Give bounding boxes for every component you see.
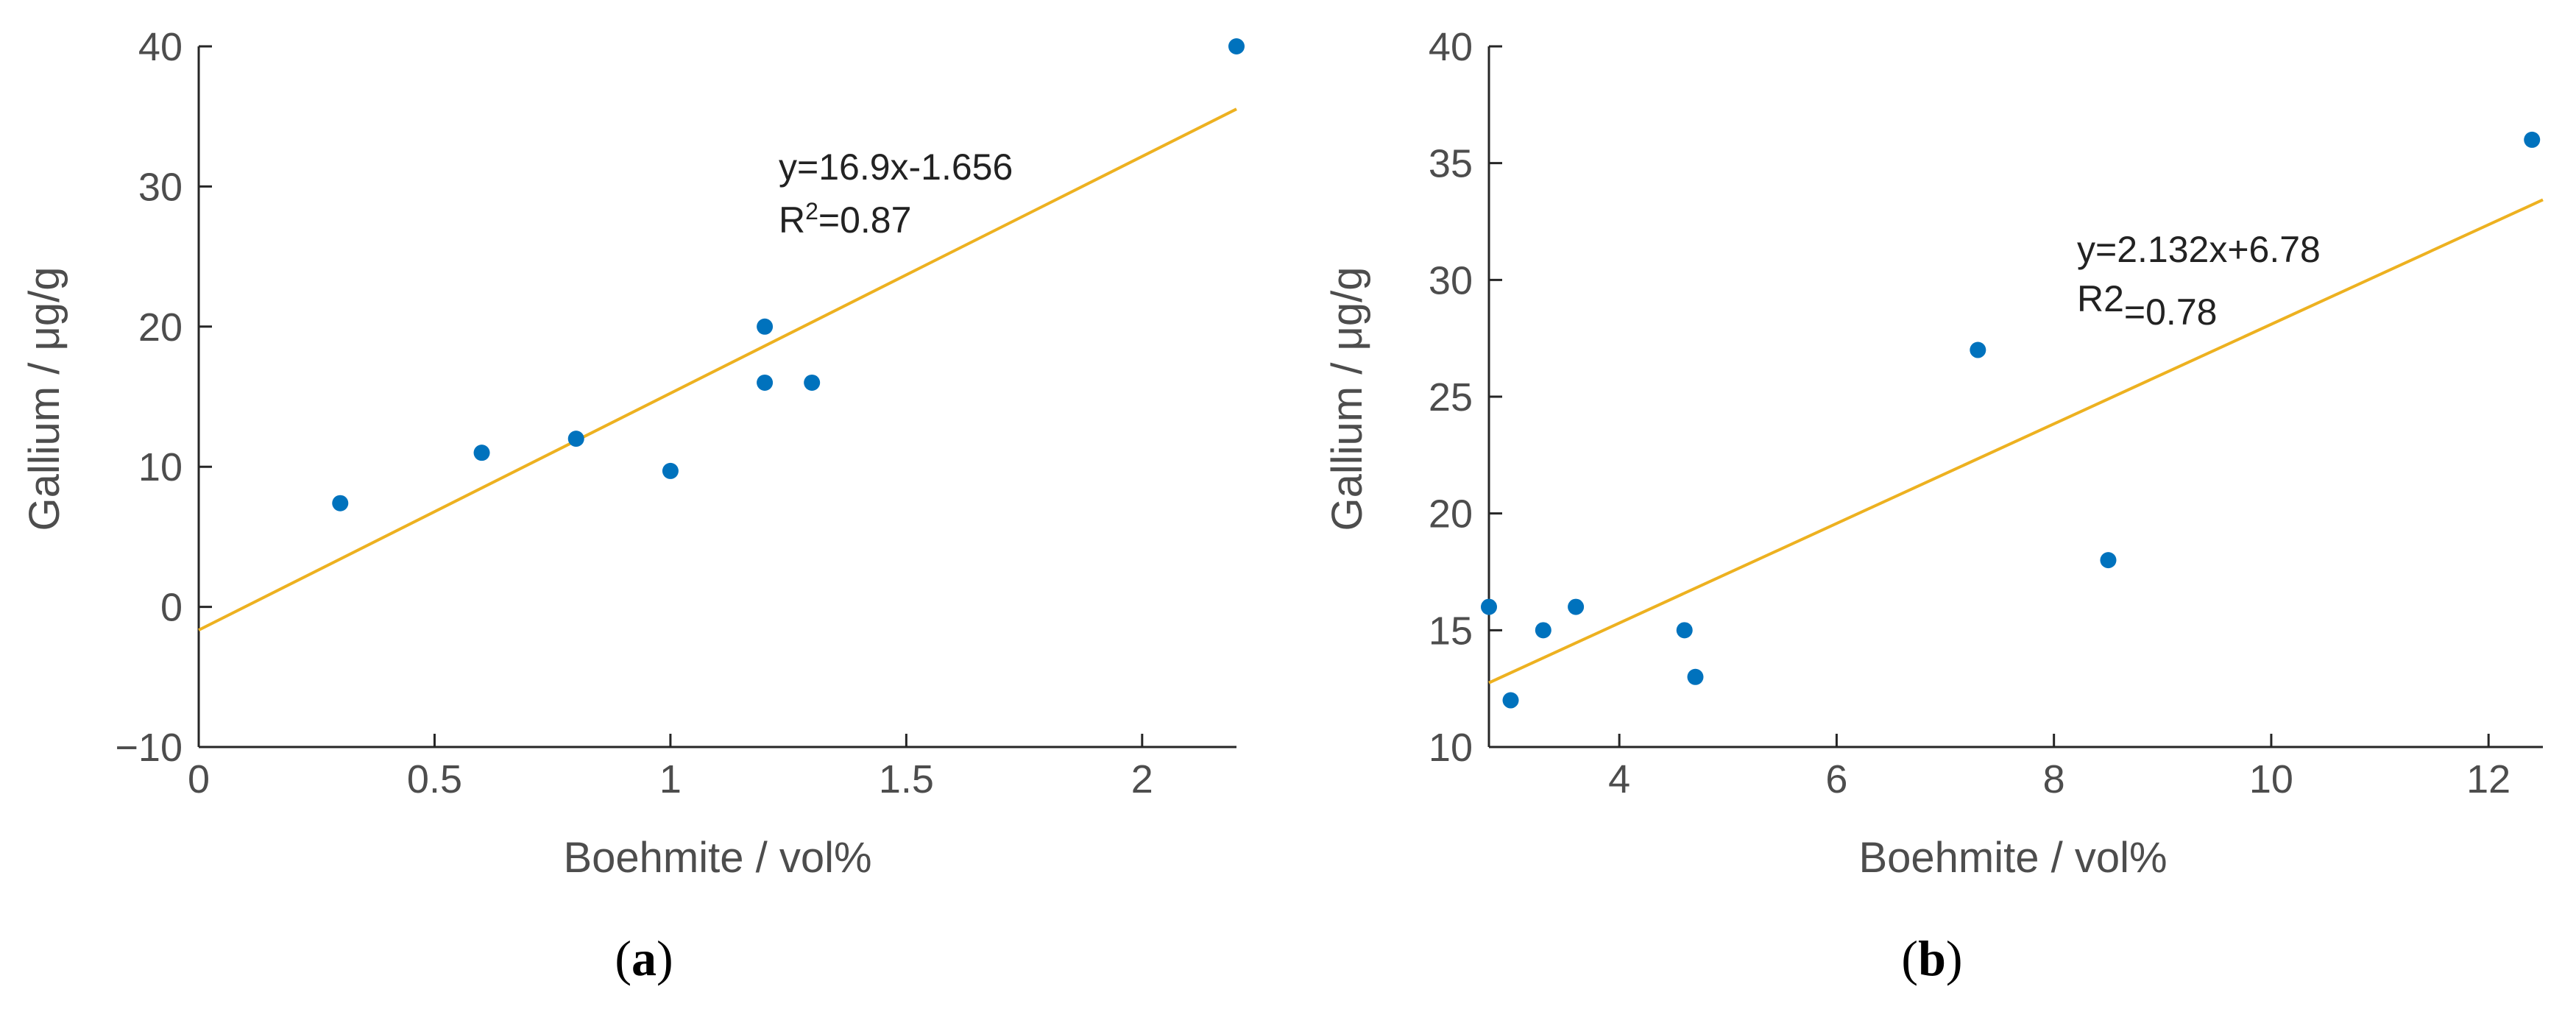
r-value: =0.87 xyxy=(818,199,912,241)
regression-line xyxy=(198,107,1237,631)
y-tick-label: 10 xyxy=(1429,726,1473,770)
x-ticks: 0 0.5 1 1.5 2 xyxy=(188,734,1153,801)
data-point xyxy=(2100,552,2117,569)
x-tick-label: 10 xyxy=(2249,757,2293,801)
panel-label-a: (a) xyxy=(615,930,673,986)
r-superscript: 2 xyxy=(805,198,818,224)
data-point xyxy=(1535,622,1551,639)
equation-label: y=16.9x-1.656 xyxy=(779,146,1013,188)
data-point xyxy=(757,318,774,335)
y-tick-label: 35 xyxy=(1429,142,1473,186)
x-tick-label: 0 xyxy=(188,757,210,801)
y-tick-label: 20 xyxy=(1429,492,1473,537)
x-tick-label: 12 xyxy=(2466,757,2510,801)
r-label: R2 xyxy=(2077,278,2124,319)
regression-line xyxy=(1488,198,2544,684)
y-ticks: −10 0 10 20 30 40 xyxy=(115,25,212,770)
y-tick-label: 20 xyxy=(138,305,183,350)
data-point xyxy=(662,462,679,479)
panel-label-b: (b) xyxy=(1901,930,1962,986)
data-point xyxy=(1228,38,1245,54)
data-point xyxy=(567,431,584,447)
y-tick-label: 30 xyxy=(138,165,183,209)
data-point xyxy=(1568,598,1585,615)
x-tick-label: 1.5 xyxy=(879,757,934,801)
chart-panel-b: 4 6 8 10 12 10 15 20 25 30 35 40 y=2.132x+6.78 R2=… xyxy=(1323,25,2544,986)
y-tick-label: 10 xyxy=(138,445,183,489)
equation-label: y=2.132x+6.78 xyxy=(2077,229,2321,270)
r-label: R xyxy=(779,199,805,241)
data-point xyxy=(1970,341,1986,358)
x-ticks: 4 6 8 10 12 xyxy=(1608,734,2510,801)
x-tick-label: 6 xyxy=(1825,757,1847,801)
data-point xyxy=(1676,622,1693,639)
data-point xyxy=(1502,692,1519,709)
data-point xyxy=(1481,598,1497,615)
data-point xyxy=(332,495,349,511)
data-point xyxy=(804,374,821,391)
x-tick-label: 0.5 xyxy=(407,757,462,801)
x-axis-title: Boehmite / vol% xyxy=(1858,834,2167,882)
x-tick-label: 4 xyxy=(1608,757,1630,801)
y-ticks: 10 15 20 25 30 35 40 xyxy=(1429,25,1502,770)
y-tick-label: 15 xyxy=(1429,609,1473,653)
y-axis-title: Gallium / μg/g xyxy=(1323,267,1371,531)
y-tick-label: −10 xyxy=(115,726,183,770)
r-squared-label: R2=0.87 xyxy=(779,198,911,241)
y-tick-label: 40 xyxy=(138,25,183,69)
y-tick-label: 25 xyxy=(1429,375,1473,419)
r-squared-label: R2=0.78 xyxy=(2077,278,2217,333)
x-axis-title: Boehmite / vol% xyxy=(563,834,871,882)
data-point xyxy=(757,374,774,391)
y-tick-label: 40 xyxy=(1429,25,1473,69)
r-value: =0.78 xyxy=(2124,291,2218,333)
y-tick-label: 0 xyxy=(160,586,183,630)
x-tick-label: 8 xyxy=(2043,757,2065,801)
data-points xyxy=(1481,131,2541,709)
x-tick-label: 2 xyxy=(1131,757,1153,801)
data-point xyxy=(1687,668,1704,685)
y-axis-title: Gallium / μg/g xyxy=(21,267,68,531)
y-tick-label: 30 xyxy=(1429,258,1473,302)
data-point xyxy=(2524,131,2541,148)
data-point xyxy=(473,445,490,461)
data-points xyxy=(332,38,1245,511)
x-tick-label: 1 xyxy=(659,757,682,801)
